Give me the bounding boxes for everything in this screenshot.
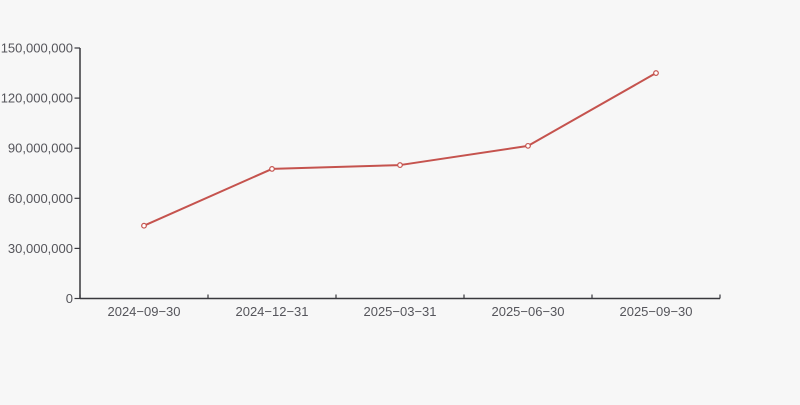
series-line: [143, 72, 657, 227]
x-axis-label: 2025−03−31: [363, 304, 436, 319]
y-axis-label: 150,000,000: [1, 41, 73, 56]
data-point-marker[interactable]: [397, 162, 403, 168]
x-axis-label: 2025−06−30: [491, 304, 564, 319]
data-point-marker[interactable]: [653, 70, 659, 76]
y-axis-label: 90,000,000: [8, 141, 73, 156]
x-axis-label: 2024−12−31: [235, 304, 308, 319]
y-axis-label: 30,000,000: [8, 241, 73, 256]
data-point-marker[interactable]: [269, 166, 275, 172]
x-axis-label: 2025−09−30: [619, 304, 692, 319]
data-point-marker[interactable]: [141, 222, 147, 229]
data-point-marker[interactable]: [525, 142, 531, 149]
x-axis-label: 2024−09−30: [107, 304, 180, 319]
y-axis-label: 0: [66, 291, 73, 306]
y-axis-label: 60,000,000: [8, 191, 73, 206]
y-axis-label: 120,000,000: [1, 91, 73, 106]
